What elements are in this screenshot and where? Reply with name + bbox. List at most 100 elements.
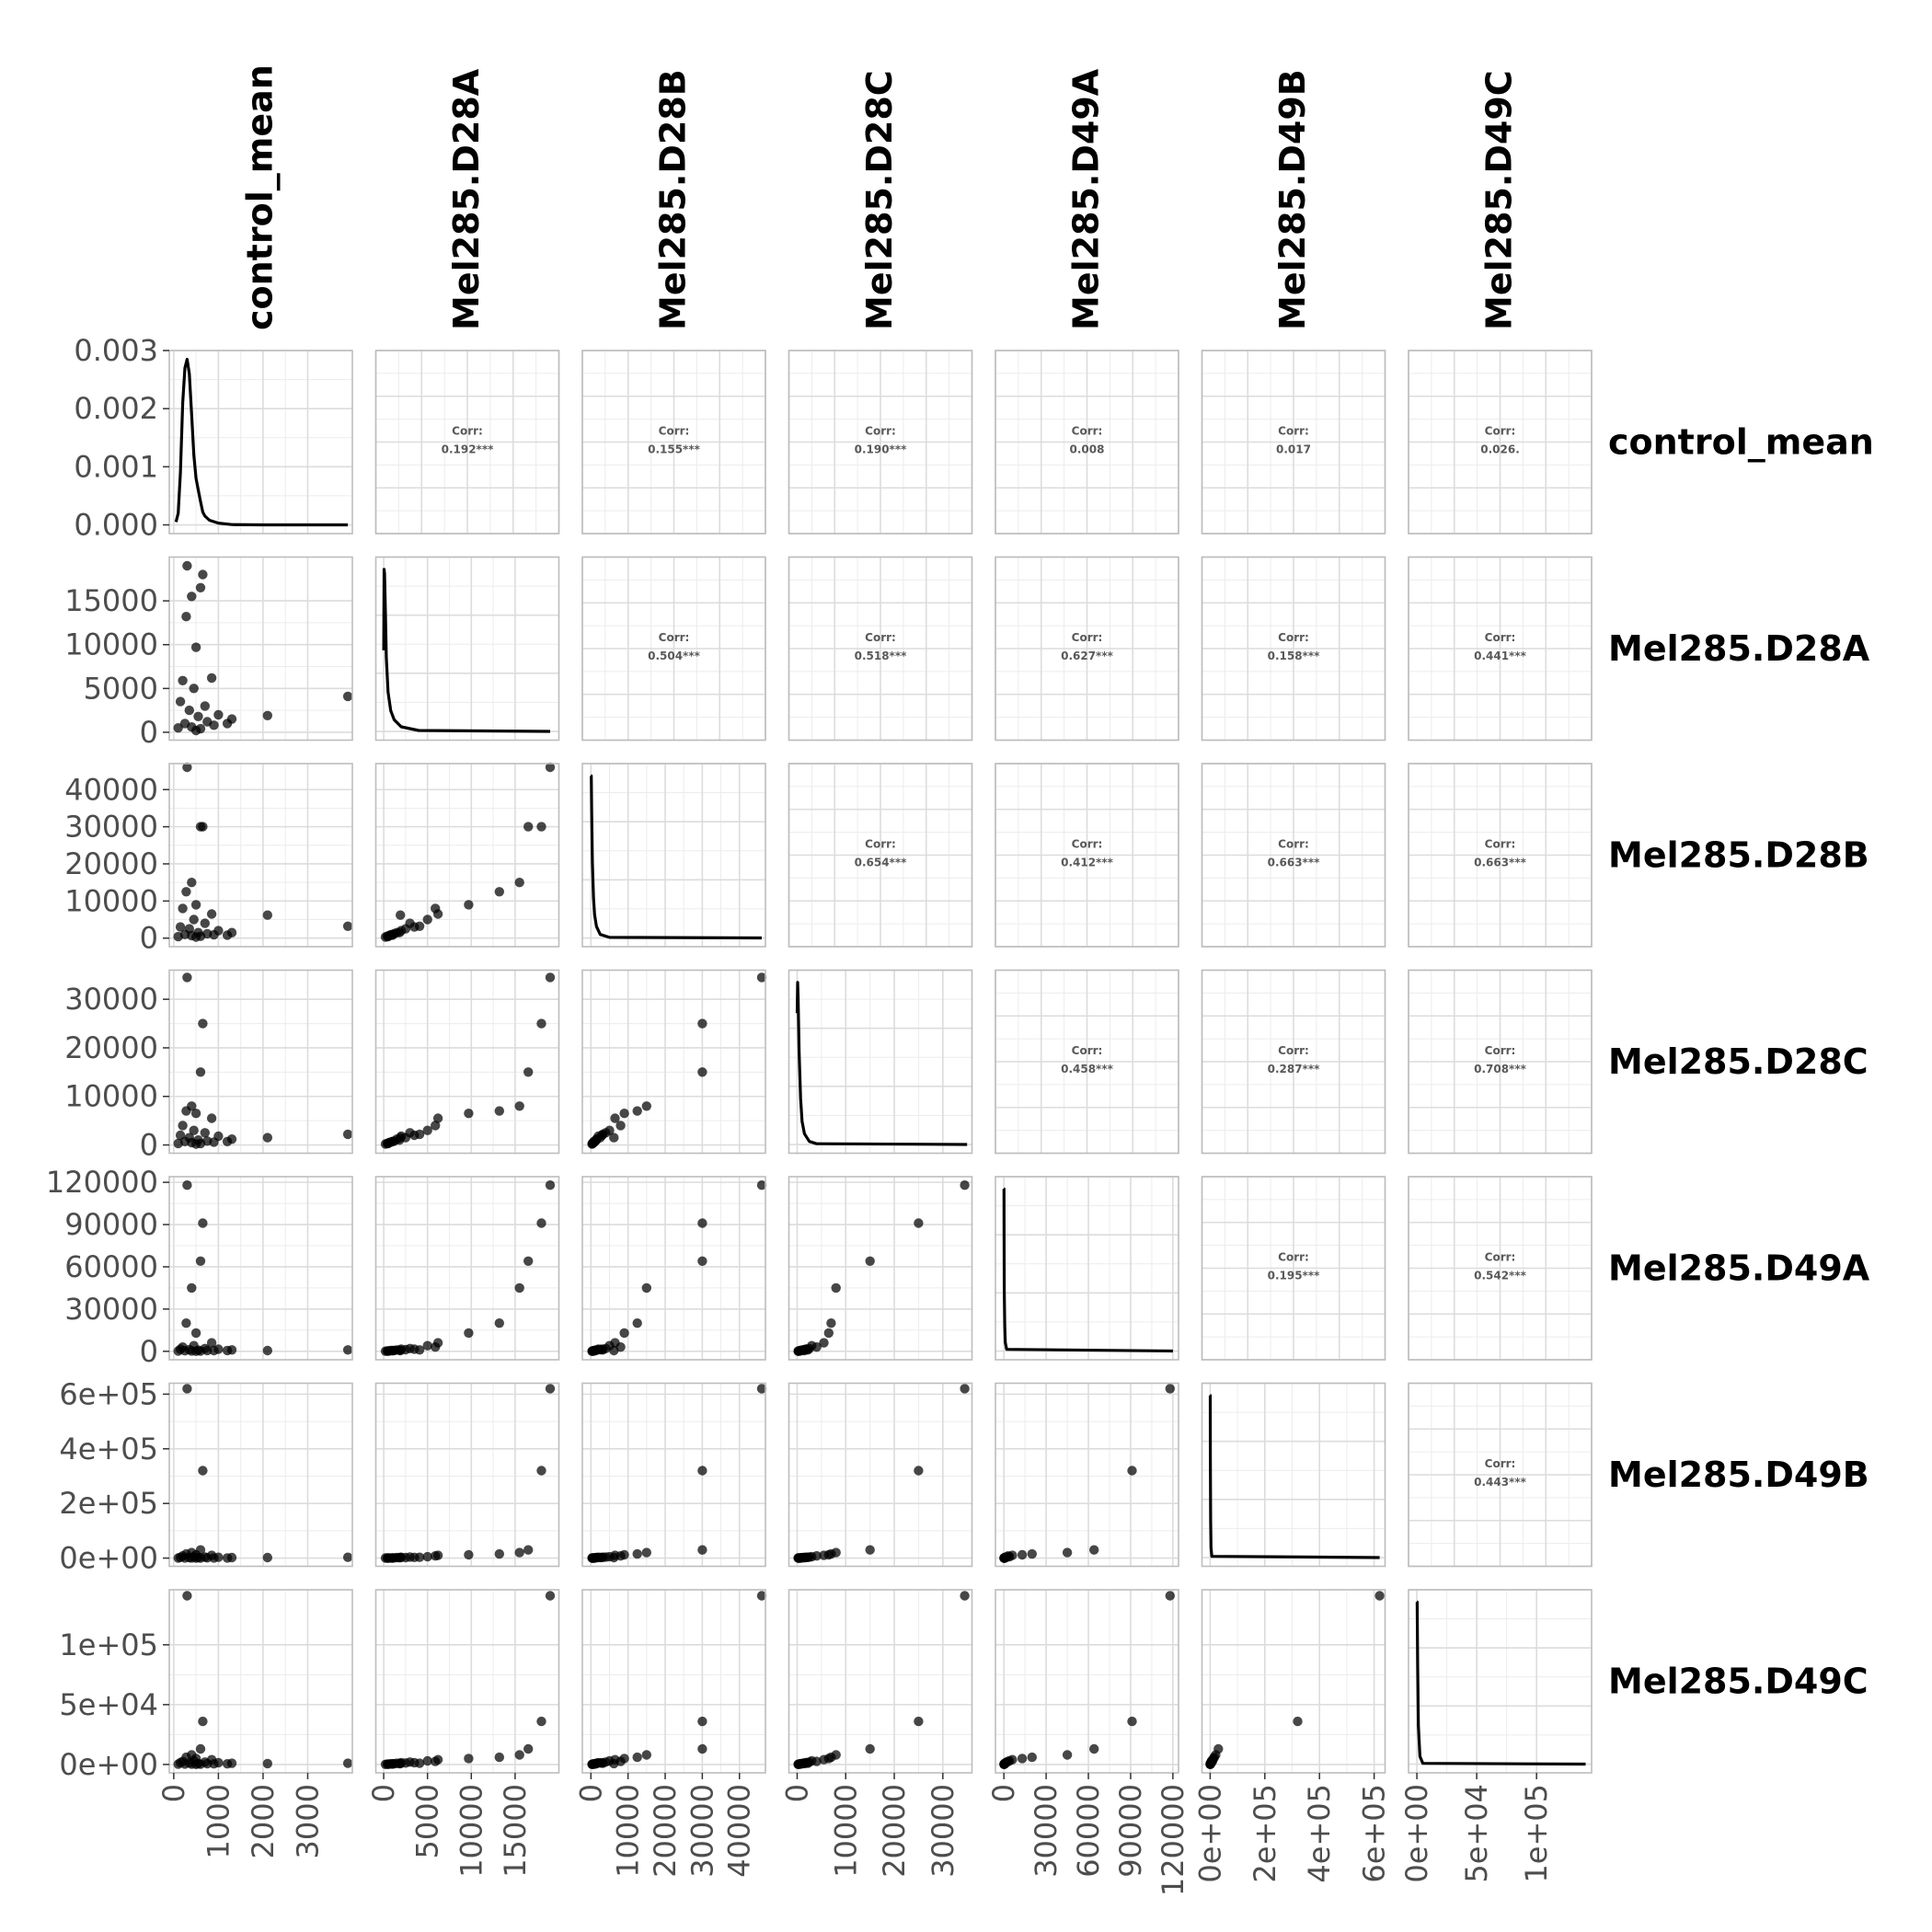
panel-background — [788, 970, 972, 1154]
corr-label: Corr: — [865, 631, 896, 644]
scatter-point — [494, 1752, 504, 1763]
scatter-point — [1089, 1545, 1099, 1555]
panel-border — [1201, 350, 1386, 535]
scatter-point — [209, 1553, 219, 1563]
scatter-point — [632, 1548, 642, 1559]
y-tick-label: 20000 — [64, 1030, 158, 1065]
scatter-point — [198, 1466, 208, 1476]
y-tick-label: 0e+00 — [59, 1747, 158, 1782]
scatter-point — [190, 1553, 201, 1563]
scatter-point — [200, 701, 210, 711]
panel-background — [582, 1590, 765, 1773]
panel-border — [1201, 969, 1386, 1155]
scatter-point — [178, 675, 188, 685]
scatter-point — [187, 592, 197, 602]
panel-mel285-d28a-vs-mel285-d28c: Corr: 0.518*** — [788, 556, 973, 742]
panel-background — [788, 1383, 972, 1567]
y-tick-label: 60000 — [64, 1249, 158, 1284]
scatter-point — [464, 1754, 474, 1764]
panel-mel285-d49a-vs-mel285-d28a — [374, 1176, 560, 1361]
scatter-point — [198, 1018, 208, 1029]
panel-control-mean-vs-mel285-d28c: Corr: 0.190*** — [788, 350, 973, 535]
x-tick-label: 30000 — [684, 1784, 719, 1878]
scatter-point — [819, 1338, 829, 1348]
scatter-point — [193, 711, 203, 721]
y-tick-label: 1e+05 — [59, 1627, 158, 1662]
panel-border — [1408, 1382, 1593, 1568]
panel-mel285-d28a-vs-mel285-d49b: Corr: 0.158*** — [1201, 556, 1386, 742]
panel-border — [374, 1176, 560, 1361]
y-tick-label: 30000 — [64, 982, 158, 1017]
scatter-point — [431, 1342, 441, 1352]
panel-mel285-d49b-vs-mel285-d49a — [995, 1382, 1179, 1568]
scatter-point — [615, 1551, 626, 1561]
column-strip-control-mean: control_mean — [240, 64, 281, 330]
scatter-point — [1205, 1759, 1215, 1770]
scatter-point — [173, 1759, 183, 1769]
scatter-point — [826, 1318, 836, 1328]
scatter-point — [202, 1553, 213, 1563]
scatter-point — [619, 1328, 629, 1339]
scatter-point — [536, 1018, 546, 1029]
panel-mel285-d49b-vs-mel285-d49b — [1201, 1382, 1386, 1568]
scatter-point — [1027, 1548, 1038, 1559]
scatter-point — [173, 1346, 183, 1356]
scatter-point — [960, 1180, 970, 1190]
scatter-point — [1127, 1716, 1137, 1727]
panel-border — [1408, 763, 1593, 948]
scatter-point — [173, 931, 183, 942]
panel-border — [374, 763, 560, 948]
panel-mel285-d49c-vs-mel285-d28a — [374, 1589, 560, 1774]
scatter-point — [697, 1067, 707, 1077]
corr-value-mel285-d28a-mel285-d28b: 0.504*** — [648, 650, 701, 662]
panel-background — [169, 351, 352, 534]
panel-border — [788, 1176, 973, 1361]
scatter-point — [189, 684, 199, 694]
corr-value-mel285-d49a-mel285-d49b: 0.195*** — [1268, 1270, 1321, 1282]
panel-mel285-d28a-vs-mel285-d28b: Corr: 0.504*** — [581, 556, 766, 742]
panel-mel285-d28c-vs-control-mean — [168, 969, 353, 1155]
scatter-point — [222, 719, 233, 729]
panel-background — [995, 1590, 1179, 1773]
corr-value-mel285-d28c-mel285-d49c: 0.708*** — [1474, 1063, 1527, 1075]
scatter-point — [209, 929, 219, 940]
x-tick-label: 0 — [779, 1784, 814, 1802]
panel-mel285-d49c-vs-control-mean — [168, 1589, 353, 1774]
scatter-point — [182, 762, 192, 773]
panel-background — [788, 1590, 972, 1773]
scatter-point — [536, 1218, 546, 1228]
panel-border — [1201, 1176, 1386, 1361]
scatter-point — [387, 1759, 397, 1769]
panel-border — [374, 969, 560, 1155]
y-tick-label: 10000 — [64, 1079, 158, 1114]
scatter-point — [536, 1466, 546, 1476]
scatter-point — [195, 582, 206, 592]
panel-border — [788, 350, 973, 535]
panel-mel285-d28a-vs-mel285-d49a: Corr: 0.627*** — [995, 556, 1179, 742]
panel-border — [581, 556, 766, 742]
scatter-point — [178, 903, 188, 914]
scatter-point — [632, 1752, 642, 1763]
scatter-point — [179, 1346, 190, 1356]
scatter-point — [189, 1125, 199, 1135]
scatter-point — [182, 1591, 192, 1601]
panel-background — [169, 1590, 352, 1773]
scatter-point — [209, 720, 219, 730]
scatter-point — [182, 1384, 192, 1394]
corr-value-mel285-d28c-mel285-d49a: 0.458*** — [1061, 1063, 1114, 1075]
panel-background — [375, 557, 559, 741]
scatter-point — [523, 1743, 534, 1754]
scatter-point — [464, 1549, 474, 1560]
panel-mel285-d49b-vs-mel285-d49c: Corr: 0.443*** — [1408, 1382, 1593, 1568]
scatter-point — [697, 1218, 707, 1228]
row-strip-mel285-d49a: Mel285.D49A — [1608, 1248, 1870, 1289]
scatter-point — [697, 1466, 707, 1476]
panel-border — [995, 1589, 1179, 1774]
scatter-point — [380, 1553, 391, 1563]
panels-layer: Corr:0.192***Corr:0.155***Corr:0.190***C… — [168, 350, 1593, 1774]
panel-mel285-d49b-vs-mel285-d28b — [581, 1382, 767, 1568]
panel-mel285-d49c-vs-mel285-d49b — [1201, 1589, 1386, 1774]
column-strip-mel285-d49b: Mel285.D49B — [1272, 69, 1313, 330]
scatter-point — [396, 910, 406, 920]
